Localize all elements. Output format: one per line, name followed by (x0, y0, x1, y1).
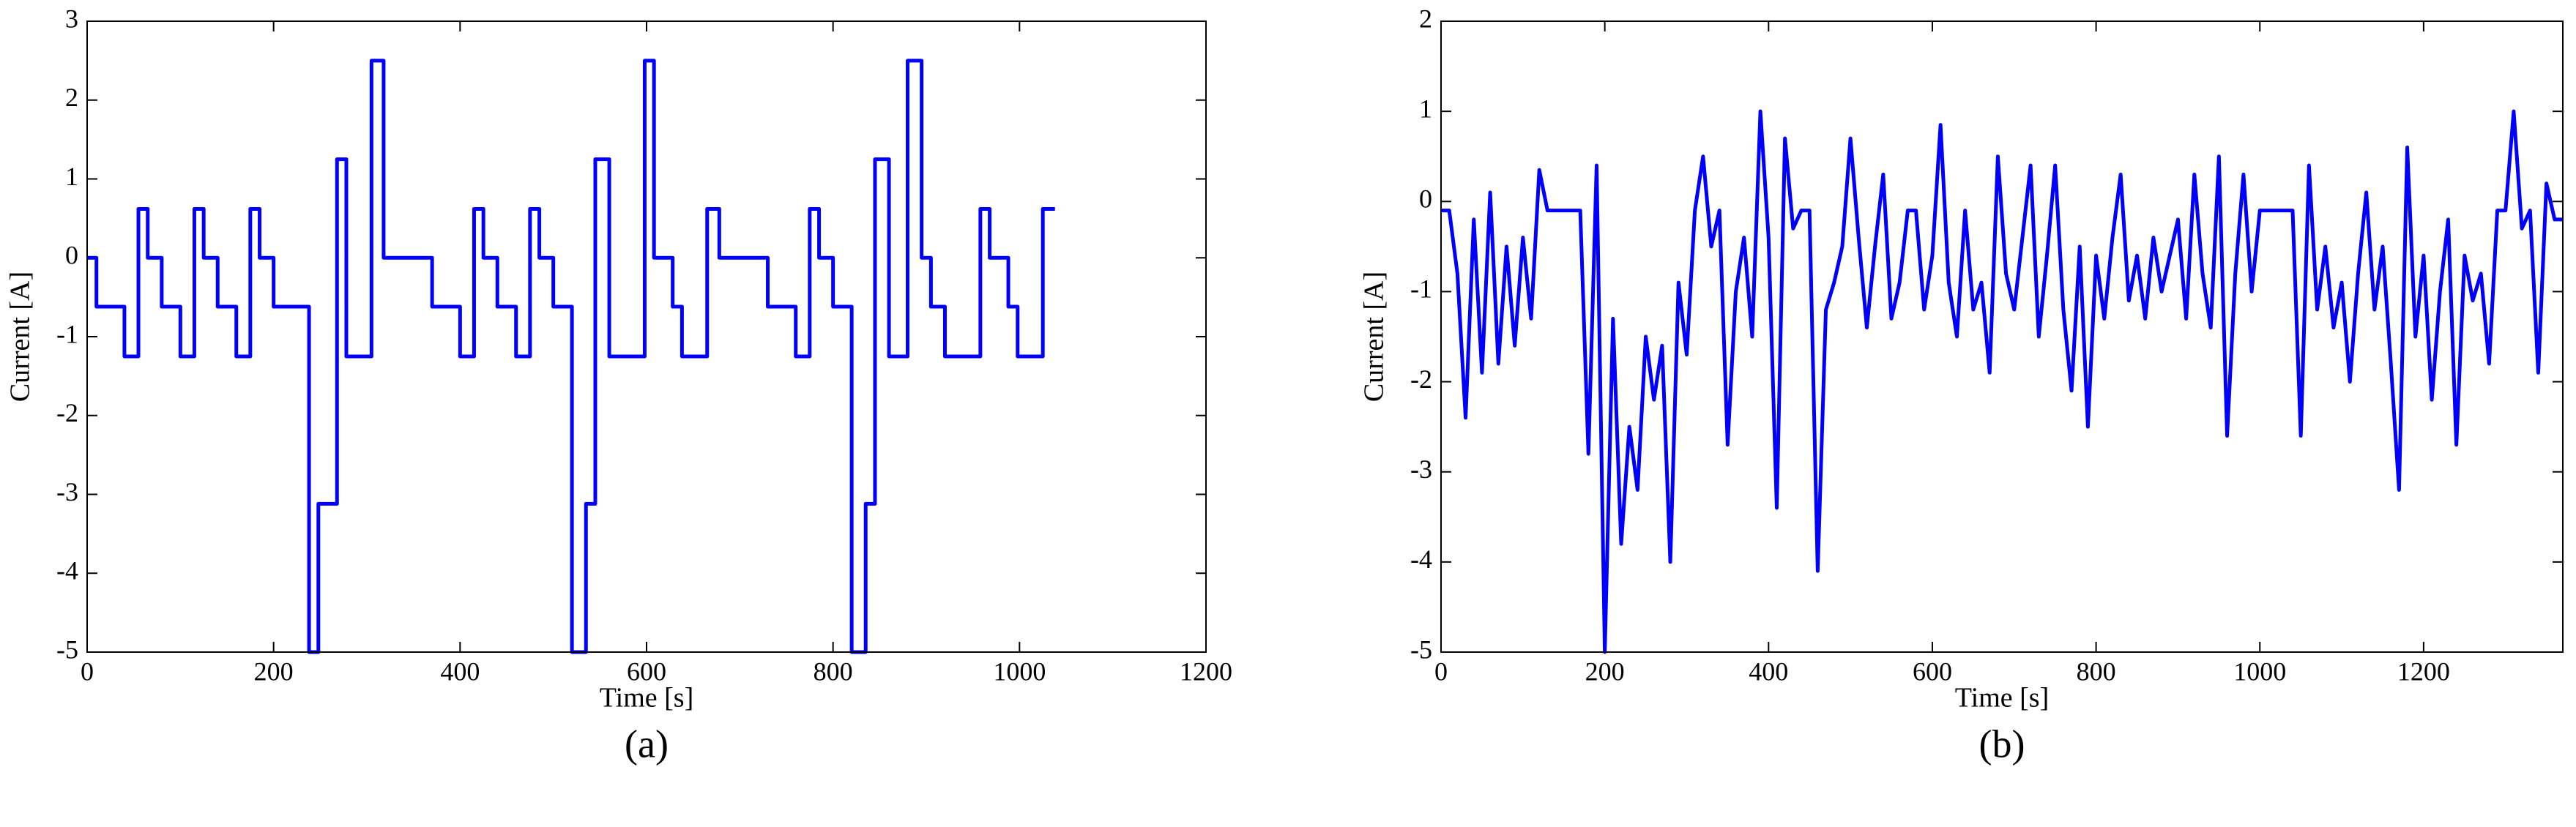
y-tick-label: -2 (56, 398, 78, 427)
subplot-label: (a) (625, 722, 669, 766)
y-axis-label: Current [A] (5, 272, 36, 402)
x-tick-label: 800 (2077, 656, 2116, 686)
y-tick-label: 0 (65, 241, 78, 270)
y-tick-label: 0 (1419, 184, 1432, 214)
x-axis-label: Time [s] (600, 683, 693, 714)
x-tick-label: 0 (1434, 656, 1448, 686)
y-tick-label: -5 (1410, 635, 1432, 664)
x-tick-label: 0 (81, 656, 94, 686)
x-tick-label: 600 (627, 656, 666, 686)
y-tick-label: 3 (65, 4, 78, 33)
data-line (87, 59, 1055, 654)
y-tick-label: -1 (56, 319, 78, 348)
x-tick-label: 800 (814, 656, 853, 686)
subplot-label: (b) (1979, 722, 2025, 766)
x-tick-label: 600 (1913, 656, 1952, 686)
y-tick-label: -5 (56, 635, 78, 664)
y-tick-label: -3 (56, 477, 78, 506)
x-tick-label: 400 (440, 656, 480, 686)
x-tick-label: 200 (254, 656, 294, 686)
y-axis-label: Current [A] (1359, 272, 1390, 402)
y-tick-label: -1 (1410, 274, 1432, 304)
y-tick-label: -4 (1410, 545, 1432, 574)
x-axis-label: Time [s] (1955, 683, 2049, 714)
y-tick-label: -4 (56, 556, 78, 585)
plot-frame (86, 20, 1207, 653)
x-tick-label: 1000 (993, 656, 1046, 686)
y-tick-label: -3 (1410, 454, 1432, 484)
plot-frame (1440, 20, 2564, 653)
x-tick-label: 1200 (1180, 656, 1232, 686)
y-tick-label: 2 (65, 83, 78, 112)
x-tick-label: 1200 (2397, 656, 2450, 686)
y-tick-label: -2 (1410, 364, 1432, 394)
data-line (1441, 109, 2563, 654)
x-tick-label: 400 (1749, 656, 1788, 686)
y-tick-label: 1 (65, 162, 78, 191)
x-tick-label: 1000 (2233, 656, 2286, 686)
y-tick-label: 2 (1419, 4, 1432, 33)
y-tick-label: 1 (1419, 94, 1432, 123)
x-tick-label: 200 (1585, 656, 1625, 686)
